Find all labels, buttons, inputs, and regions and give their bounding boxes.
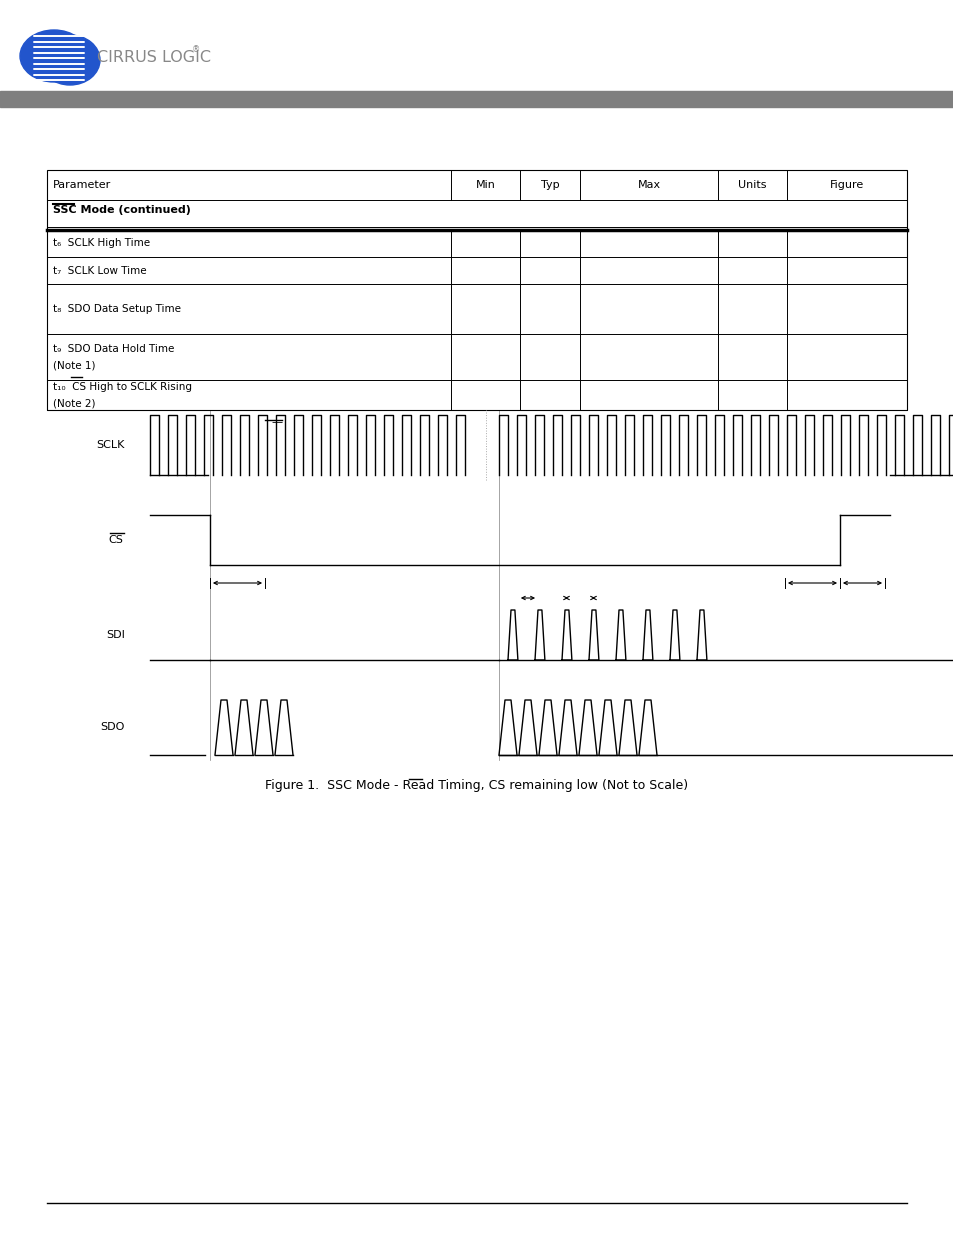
Text: t₉  SDO Data Hold Time: t₉ SDO Data Hold Time (53, 345, 174, 354)
Text: (Note 2): (Note 2) (53, 398, 95, 408)
Text: SDO: SDO (100, 722, 125, 732)
Text: SSC Mode (continued): SSC Mode (continued) (53, 205, 191, 215)
Text: t₆  SCLK High Time: t₆ SCLK High Time (53, 238, 150, 248)
Text: Typ: Typ (540, 180, 558, 190)
Ellipse shape (20, 30, 88, 82)
Text: CS: CS (108, 535, 123, 545)
Text: SDI: SDI (106, 630, 125, 640)
Text: Min: Min (476, 180, 495, 190)
Text: (Note 1): (Note 1) (53, 359, 95, 370)
Ellipse shape (40, 35, 100, 85)
Text: SCLK: SCLK (96, 440, 125, 450)
Text: Parameter: Parameter (53, 180, 112, 190)
Text: ®: ® (192, 46, 200, 54)
Text: Figure 1.  SSC Mode - Read Timing, CS remaining low (Not to Scale): Figure 1. SSC Mode - Read Timing, CS rem… (265, 778, 688, 792)
Bar (47, 170, 906, 410)
Text: Max: Max (637, 180, 659, 190)
Text: t₁₀  CS High to SCLK Rising: t₁₀ CS High to SCLK Rising (53, 382, 192, 391)
Text: CIRRUS LOGIC: CIRRUS LOGIC (97, 51, 211, 65)
Text: t₈  SDO Data Setup Time: t₈ SDO Data Setup Time (53, 304, 181, 314)
Text: t₇  SCLK Low Time: t₇ SCLK Low Time (53, 266, 147, 275)
Text: —: — (272, 417, 282, 427)
Text: Units: Units (738, 180, 765, 190)
Text: Figure: Figure (829, 180, 863, 190)
Bar (0, 91, 953, 107)
